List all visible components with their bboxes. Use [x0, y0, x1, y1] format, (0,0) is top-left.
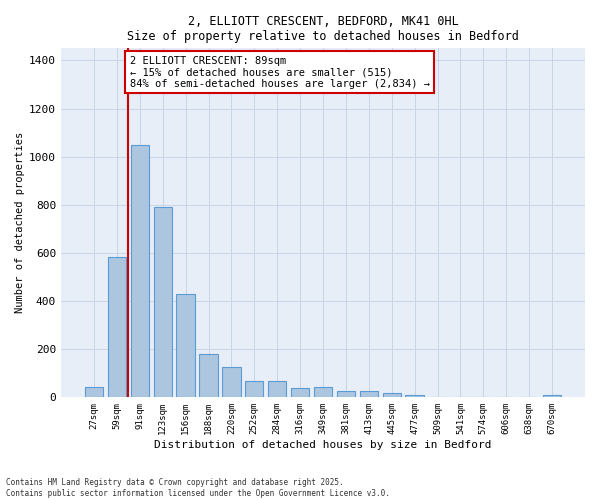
- Bar: [291, 388, 309, 398]
- Bar: [359, 390, 378, 398]
- Bar: [268, 381, 286, 398]
- Bar: [245, 381, 263, 398]
- Bar: [108, 256, 126, 398]
- Bar: [314, 386, 332, 398]
- Y-axis label: Number of detached properties: Number of detached properties: [15, 132, 25, 314]
- Bar: [154, 207, 172, 398]
- Bar: [222, 366, 241, 398]
- Text: 2 ELLIOTT CRESCENT: 89sqm
← 15% of detached houses are smaller (515)
84% of semi: 2 ELLIOTT CRESCENT: 89sqm ← 15% of detac…: [130, 56, 430, 89]
- Title: 2, ELLIOTT CRESCENT, BEDFORD, MK41 0HL
Size of property relative to detached hou: 2, ELLIOTT CRESCENT, BEDFORD, MK41 0HL S…: [127, 15, 519, 43]
- Bar: [543, 395, 561, 398]
- Bar: [131, 144, 149, 398]
- Text: Contains HM Land Registry data © Crown copyright and database right 2025.
Contai: Contains HM Land Registry data © Crown c…: [6, 478, 390, 498]
- Bar: [406, 395, 424, 398]
- Bar: [383, 393, 401, 398]
- X-axis label: Distribution of detached houses by size in Bedford: Distribution of detached houses by size …: [154, 440, 492, 450]
- Bar: [176, 294, 195, 398]
- Bar: [199, 354, 218, 398]
- Bar: [337, 390, 355, 398]
- Bar: [85, 386, 103, 398]
